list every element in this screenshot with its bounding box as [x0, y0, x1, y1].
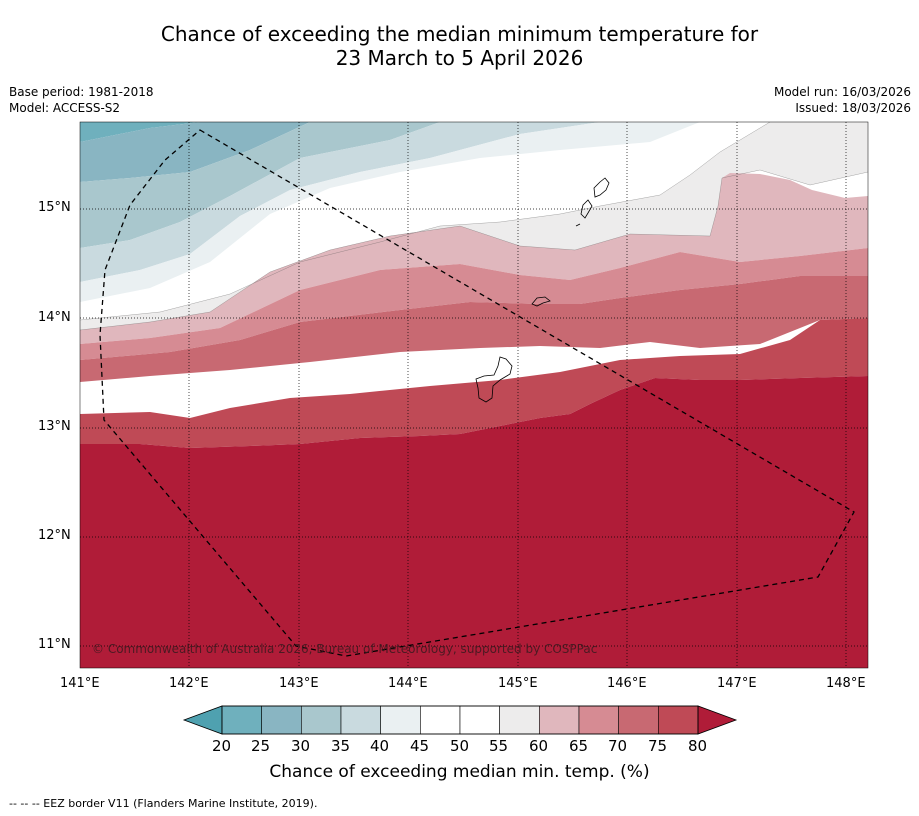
guam-outline [475, 356, 513, 403]
colorbar-tick-20: 20 [212, 737, 232, 755]
colorbar-extend-high [697, 705, 738, 735]
eez-border [99, 129, 855, 657]
aguijan-outline [575, 223, 581, 227]
base-period: Base period: 1981-2018 [9, 85, 154, 99]
eez-legend-note: -- -- -- EEZ border V11 (Flanders Marine… [9, 797, 318, 810]
colorbar-tick-80: 80 [688, 737, 708, 755]
band-70-75 [80, 276, 868, 382]
colorbar-tick-75: 75 [648, 737, 668, 755]
colorbar-segment-20 [221, 705, 262, 735]
lon-label-147e: 147°E [717, 676, 757, 691]
map-frame [79, 121, 869, 669]
map-title: Chance of exceeding the median minimum t… [0, 22, 919, 70]
lat-label-13n: 13°N [38, 419, 71, 434]
colorbar-tick-60: 60 [529, 737, 549, 755]
saipan-outline [593, 177, 610, 198]
lon-label-145e: 145°E [498, 676, 538, 691]
band-65-70 [80, 248, 868, 360]
contour-lines [80, 122, 868, 331]
band-35-40 [80, 122, 600, 282]
meta-left: Base period: 1981-2018 Model: ACCESS-S2 [9, 84, 154, 116]
band-75-80 [80, 318, 868, 448]
graticule [80, 122, 868, 668]
colorbar-segment-25 [261, 705, 302, 735]
colorbar-tick-30: 30 [291, 737, 311, 755]
colorbar-title: Chance of exceeding median min. temp. (%… [269, 762, 650, 782]
colorbar-segment-65 [578, 705, 619, 735]
lat-label-15n: 15°N [38, 200, 71, 215]
colorbar-segment-70 [618, 705, 659, 735]
colorbar-tick-55: 55 [489, 737, 509, 755]
title-line-1: Chance of exceeding the median minimum t… [160, 22, 759, 46]
colorbar-segment-30 [301, 705, 342, 735]
colorbar-tick-25: 25 [251, 737, 271, 755]
band-25-30 [80, 122, 310, 182]
lon-label-142e: 142°E [169, 676, 209, 691]
colorbar-tick-65: 65 [569, 737, 589, 755]
lon-label-141e: 141°E [60, 676, 100, 691]
band-40-45 [80, 122, 700, 302]
lat-label-12n: 12°N [38, 528, 71, 543]
colorbar-tick-50: 50 [450, 737, 470, 755]
lon-label-144e: 144°E [388, 676, 428, 691]
model-name: Model: ACCESS-S2 [9, 101, 121, 115]
lon-label-146e: 146°E [607, 676, 647, 691]
copyright-notice: © Commonwealth of Australia 2026, Bureau… [92, 642, 597, 656]
band-30-35 [80, 122, 440, 248]
colorbar-segments [221, 705, 699, 735]
band-20-25 [80, 122, 200, 142]
lon-label-143e: 143°E [279, 676, 319, 691]
colorbar-tick-45: 45 [410, 737, 430, 755]
lat-label-11n: 11°N [38, 637, 71, 652]
colorbar-tick-70: 70 [608, 737, 628, 755]
colorbar-segment-75 [658, 705, 699, 735]
title-line-2: 23 March to 5 April 2026 [335, 46, 584, 70]
colorbar-segment-45 [420, 705, 461, 735]
islands [475, 177, 610, 403]
issued-date: Issued: 18/03/2026 [795, 101, 911, 115]
colorbar-segment-60 [539, 705, 580, 735]
colorbar-segment-55 [499, 705, 540, 735]
probability-field [80, 122, 868, 668]
model-run: Model run: 16/03/2026 [773, 85, 911, 99]
lat-label-14n: 14°N [38, 310, 71, 325]
band-60-65 [80, 173, 868, 344]
tinian-outline [580, 199, 593, 219]
band-55-60 [80, 122, 868, 330]
lon-label-148e: 148°E [826, 676, 866, 691]
colorbar [182, 705, 738, 735]
colorbar-segment-50 [459, 705, 500, 735]
band-over-80 [80, 376, 868, 668]
colorbar-tick-35: 35 [331, 737, 351, 755]
colorbar-extend-low [182, 705, 223, 735]
rota-outline [531, 296, 551, 307]
colorbar-outline [221, 705, 699, 735]
meta-right: Model run: 16/03/2026 Issued: 18/03/2026 [774, 84, 911, 116]
colorbar-segment-35 [340, 705, 381, 735]
colorbar-tick-40: 40 [370, 737, 390, 755]
colorbar-segment-40 [380, 705, 421, 735]
